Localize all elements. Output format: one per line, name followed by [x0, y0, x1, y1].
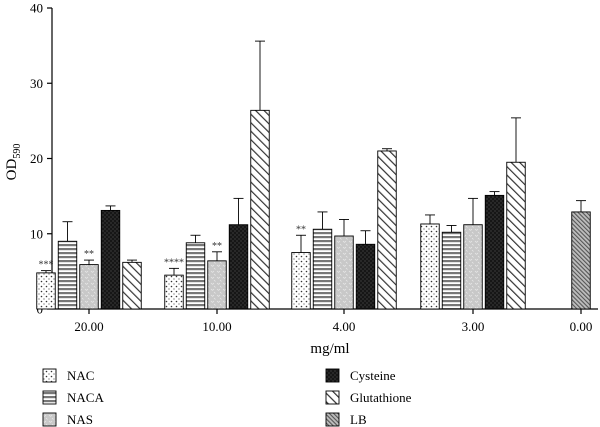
- bar-glutathione: [377, 150, 397, 310]
- bar-lb: [571, 211, 591, 310]
- significance-label: ***: [39, 260, 54, 271]
- legend-item-naca: NACA: [42, 390, 104, 405]
- bar-glutathione: [506, 161, 526, 310]
- bar-cysteine: [100, 209, 121, 310]
- bar-naca: [312, 228, 333, 310]
- legend-item-glutathione: Glutathione: [325, 390, 412, 405]
- bar-nac: [164, 274, 184, 310]
- x-tick-label: 3.00: [462, 319, 485, 334]
- legend-item-nas: NAS: [42, 412, 93, 427]
- legend-item-cysteine: Cysteine: [325, 368, 396, 383]
- bars-layer: *************: [36, 40, 591, 310]
- legend-label: Cysteine: [350, 368, 396, 383]
- bar-nas: [207, 260, 227, 310]
- bar-naca: [185, 242, 206, 310]
- legend: NAC NACA NAS Cysteine Glutathione LB: [42, 368, 412, 427]
- legend-swatch: [42, 368, 57, 383]
- bar-nac: [36, 272, 56, 310]
- y-tick-label: 40: [30, 1, 43, 16]
- x-tick-labels: 20.00 10.00 4.00 3.00 0.00: [74, 309, 592, 334]
- bar-nas: [334, 235, 354, 310]
- bar-nas: [463, 224, 483, 310]
- bar-cysteine: [228, 224, 249, 310]
- bar-cysteine: [484, 194, 505, 310]
- bar-nas: [79, 264, 99, 310]
- legend-label: NACA: [67, 390, 104, 405]
- significance-label: **: [212, 241, 222, 252]
- y-tick-label: 20: [30, 151, 43, 166]
- legend-swatch: [325, 390, 340, 405]
- bar-glutathione: [122, 261, 142, 310]
- legend-label: NAC: [67, 368, 94, 383]
- bar-nac: [420, 223, 440, 310]
- bar-glutathione: [250, 109, 270, 310]
- axes: 010203040: [30, 1, 598, 317]
- y-axis-label-main: OD: [4, 159, 20, 181]
- significance-label: **: [84, 249, 94, 260]
- significance-label: ****: [164, 257, 184, 268]
- bar-nac: [291, 252, 311, 310]
- legend-label: LB: [350, 412, 367, 427]
- bar-naca: [57, 240, 78, 310]
- x-tick-label: 10.00: [202, 319, 231, 334]
- y-tick-label: 30: [30, 76, 43, 91]
- y-tick-label: 10: [30, 226, 43, 241]
- y-axis-label-subscript: 590: [12, 144, 23, 159]
- x-tick-label: 0.00: [570, 319, 593, 334]
- legend-swatch: [42, 390, 57, 405]
- legend-label: NAS: [67, 412, 93, 427]
- legend-item-nac: NAC: [42, 368, 94, 383]
- x-axis-label: mg/ml: [310, 341, 349, 357]
- legend-swatch: [325, 412, 340, 427]
- x-tick-label: 4.00: [333, 319, 356, 334]
- legend-item-lb: LB: [325, 412, 367, 427]
- x-tick-label: 20.00: [74, 319, 103, 334]
- y-axis-label: OD590: [4, 144, 23, 181]
- bar-naca: [441, 231, 462, 310]
- legend-swatch: [325, 368, 340, 383]
- legend-label: Glutathione: [350, 390, 412, 405]
- legend-swatch: [42, 412, 57, 427]
- bar-cysteine: [355, 243, 376, 310]
- significance-label: **: [296, 224, 306, 235]
